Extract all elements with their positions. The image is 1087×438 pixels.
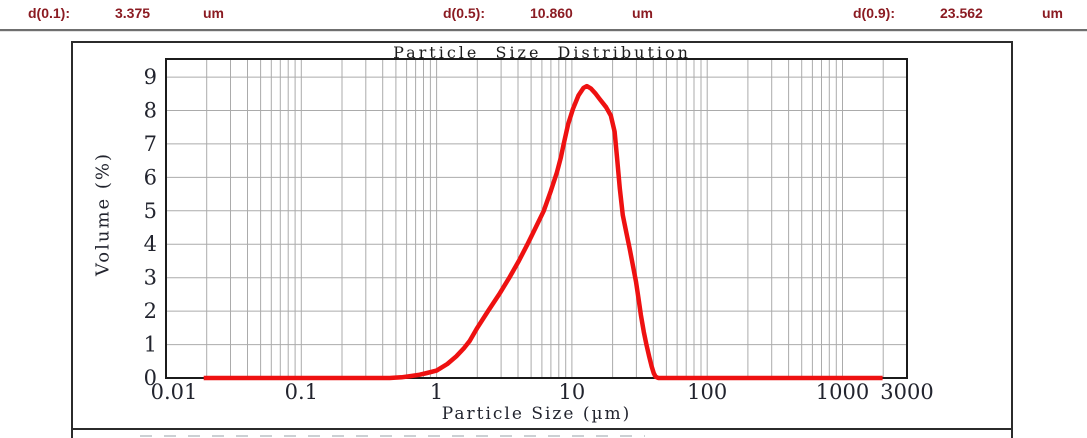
- d50-unit: um: [632, 5, 653, 21]
- d50-label: d(0.5):: [443, 5, 485, 21]
- x-tick-label: 0.01: [151, 380, 198, 404]
- y-tick-label: 3: [144, 266, 157, 290]
- x-tick-label: 100: [687, 380, 727, 404]
- y-tick-label: 5: [144, 199, 157, 223]
- x-tick-label: 0.1: [285, 380, 318, 404]
- y-tick-label: 2: [144, 299, 157, 323]
- chart-title: Particle Size Distribution: [393, 43, 691, 62]
- d90-label: d(0.9):: [853, 5, 895, 21]
- clipped-next-row: [140, 435, 645, 437]
- y-tick-label: 4: [144, 232, 157, 256]
- y-tick-label: 7: [144, 132, 157, 156]
- d90-value: 23.562: [940, 5, 983, 21]
- d10-label: d(0.1):: [28, 5, 70, 21]
- y-tick-label: 6: [144, 165, 157, 189]
- volume-curve: [203, 83, 883, 381]
- d10-unit: um: [203, 5, 224, 21]
- y-tick-label: 0: [144, 366, 157, 390]
- header-divider-rule: [0, 29, 1087, 32]
- x-tick-label: 1000: [816, 380, 869, 404]
- y-tick-label: 1: [144, 333, 157, 357]
- d10-value: 3.375: [115, 5, 151, 21]
- plot-border: [165, 58, 908, 379]
- d50-value: 10.860: [530, 5, 573, 21]
- next-section-frame-top: [71, 430, 1013, 438]
- d-values-summary-bar: d(0.1): 3.375 um d(0.5): 10.860 um d(0.9…: [0, 0, 1087, 28]
- x-axis-label: Particle Size (µm): [441, 404, 632, 424]
- d90-unit: um: [1042, 5, 1063, 21]
- x-tick-label: 3000: [880, 380, 933, 404]
- y-tick-label: 9: [144, 65, 157, 89]
- x-tick-label: 1: [430, 380, 443, 404]
- y-tick-label: 8: [144, 99, 157, 123]
- x-tick-label: 10: [559, 380, 586, 404]
